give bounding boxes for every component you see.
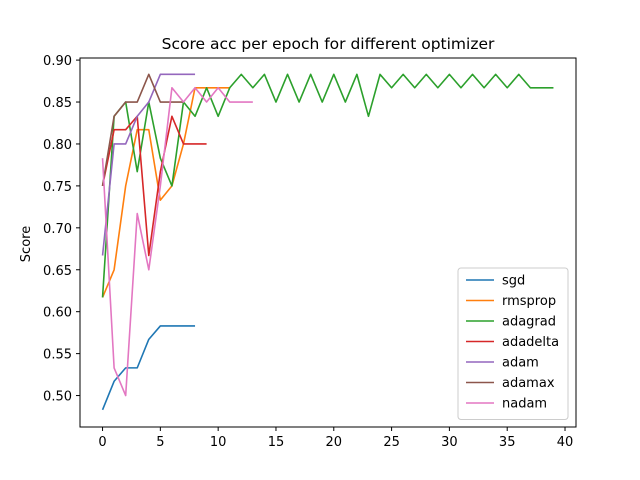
legend-label-nadam: nadam xyxy=(502,397,547,412)
y-tick-label: 0.85 xyxy=(43,96,72,111)
legend-label-rmsprop: rmsprop xyxy=(502,294,556,309)
legend-box xyxy=(457,267,569,420)
x-tick-label: 10 xyxy=(210,435,227,450)
y-tick-label: 0.90 xyxy=(43,54,72,69)
x-tick-label: 20 xyxy=(326,435,343,450)
y-tick-label: 0.50 xyxy=(43,390,72,405)
axis-ticks: 0 5 10 15 20 25 30 35 40 0.50 0.55 0.60 0.65 0.70 0.75… xyxy=(43,54,573,450)
legend-label-adadelta: adadelta xyxy=(502,335,559,350)
series-lines xyxy=(101,73,554,411)
y-axis-title: Score xyxy=(19,226,34,262)
plot-frame xyxy=(79,57,577,428)
series-line-adadelta xyxy=(101,115,207,257)
x-tick-label: 30 xyxy=(441,435,458,450)
y-tick-label: 0.80 xyxy=(43,138,72,153)
series-line-adam xyxy=(101,73,196,256)
legend-label-sgd: sgd xyxy=(502,274,525,289)
y-tick-label: 0.65 xyxy=(43,264,72,279)
y-tick-label: 0.75 xyxy=(43,180,72,195)
legend: sgd rmsprop adagrad adadelta adam adamax nadam xyxy=(457,267,569,420)
series-line-rmsprop xyxy=(101,86,230,298)
x-tick-label: 35 xyxy=(499,435,516,450)
series-line-sgd xyxy=(101,325,196,411)
chart-title: Score acc per epoch for different optimi… xyxy=(162,35,495,53)
x-tick-label: 40 xyxy=(557,435,574,450)
x-tick-label: 15 xyxy=(268,435,285,450)
y-tick-label: 0.60 xyxy=(43,306,72,321)
legend-label-adagrad: adagrad xyxy=(502,315,556,330)
y-tick-label: 0.70 xyxy=(43,222,72,237)
y-tick-label: 0.55 xyxy=(43,348,72,363)
legend-label-adam: adam xyxy=(502,356,539,371)
x-tick-label: 0 xyxy=(98,435,106,450)
legend-label-adamax: adamax xyxy=(502,376,555,391)
series-line-nadam xyxy=(101,86,253,397)
series-line-adagrad xyxy=(101,73,554,298)
x-tick-label: 25 xyxy=(383,435,400,450)
x-tick-label: 5 xyxy=(156,435,164,450)
